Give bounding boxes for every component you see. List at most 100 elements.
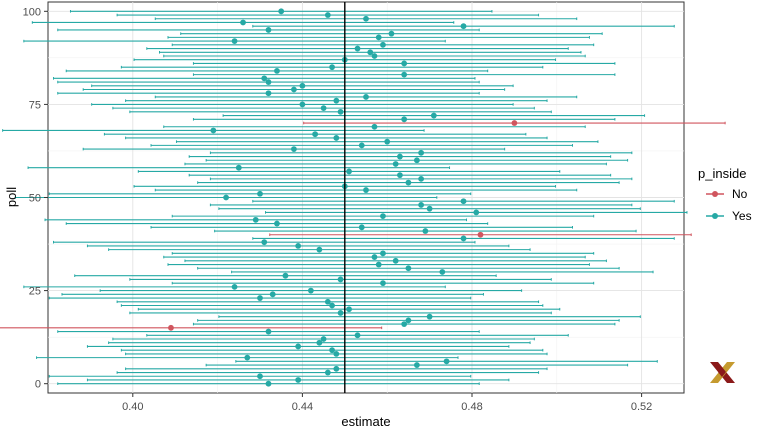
brand-x-logo — [710, 362, 735, 383]
poll-51-point — [257, 190, 263, 197]
poll-65-point — [384, 138, 391, 145]
poll-86-point — [401, 60, 408, 67]
poll-49-point — [460, 198, 467, 205]
legend-item-no: No — [706, 187, 748, 201]
legend-item-yes: Yes — [706, 209, 752, 223]
poll-42-point — [358, 224, 365, 231]
poll-7-point — [244, 354, 251, 361]
poll-21-point — [329, 302, 335, 309]
x-tick-label: 0.52 — [631, 401, 652, 413]
poll-19-point — [337, 310, 344, 316]
poll-15-point — [168, 324, 174, 331]
poll-33-point — [392, 257, 399, 264]
poll-67-point — [312, 131, 319, 138]
y-tick-label: 75 — [29, 99, 41, 111]
poll-59-point — [392, 161, 399, 167]
poll-89-point — [367, 49, 374, 56]
poll-24-point — [269, 291, 276, 298]
y-axis: 0 25 50 75 100 — [23, 6, 48, 391]
poll-47-point — [426, 205, 433, 212]
poll-1-point — [295, 377, 302, 383]
poll-29-point — [282, 272, 289, 279]
poll-28-point — [337, 276, 344, 283]
legend-label-yes: Yes — [732, 209, 752, 223]
poll-50-point — [223, 194, 229, 201]
legend-key-no-dot — [712, 191, 718, 197]
poll-77-point — [363, 94, 369, 100]
poll-46-point — [473, 209, 480, 216]
x-axis-title: estimate — [341, 414, 390, 429]
poll-75-point — [299, 101, 306, 108]
legend-title: p_inside — [698, 166, 746, 181]
poll-97-point — [240, 19, 246, 26]
x-tick-label: 0.48 — [461, 401, 482, 413]
poll-100-point — [278, 8, 285, 15]
poll-43-point — [274, 220, 280, 227]
poll-30-point — [439, 269, 446, 275]
poll-99-point — [324, 12, 331, 18]
x-tick-label: 0.40 — [122, 401, 143, 413]
poll-31-point — [405, 265, 412, 272]
poll-88-point — [371, 53, 378, 59]
poll-5-point — [413, 362, 420, 368]
poll-74-point — [320, 105, 327, 112]
poll-44-point — [252, 216, 259, 223]
poll-16-point — [401, 321, 408, 328]
poll-78-point — [265, 90, 272, 97]
y-tick-label: 25 — [29, 286, 41, 298]
poll-48-point — [418, 202, 425, 208]
poll-6-point — [443, 358, 450, 365]
poll-60-point — [413, 157, 420, 164]
poll-9-point — [329, 347, 335, 354]
y-axis-title: poll — [4, 187, 19, 207]
poll-4-point — [333, 365, 340, 372]
poll-39-point — [460, 235, 467, 242]
poll-22-point — [324, 298, 331, 305]
poll-58-point — [235, 164, 242, 171]
poll-23-point — [257, 295, 263, 301]
legend-label-no: No — [732, 187, 748, 201]
poll-98-point — [363, 15, 369, 22]
poll-96-point — [460, 23, 467, 30]
poll-14-point — [265, 328, 272, 335]
poll-54-point — [405, 179, 412, 186]
poll-3-point — [324, 369, 331, 376]
poll-72-point — [430, 112, 437, 119]
poll-64-point — [358, 142, 365, 149]
poll-52-point — [363, 187, 369, 193]
poll-94-point — [388, 30, 395, 37]
poll-11-point — [316, 339, 323, 346]
poll-83-point — [401, 71, 408, 78]
poll-35-point — [380, 250, 386, 257]
poll-85-point — [329, 64, 335, 71]
poll-92-point — [231, 38, 238, 44]
poll-68-point — [210, 127, 217, 134]
legend: p_inside No Yes — [698, 166, 752, 223]
poll-70-point — [511, 120, 518, 126]
poll-56-point — [397, 172, 403, 179]
x-tick-label: 0.44 — [292, 401, 313, 413]
poll-2-point — [257, 373, 263, 380]
poll-34-point — [371, 254, 378, 260]
y-tick-label: 50 — [29, 193, 41, 205]
poll-93-point — [375, 34, 382, 41]
legend-key-yes-dot — [712, 213, 718, 219]
poll-45-point — [380, 213, 386, 220]
poll-41-point — [422, 228, 429, 234]
poll-79-point — [291, 86, 297, 93]
poll-84-point — [274, 67, 280, 74]
poll-71-point — [401, 116, 408, 123]
y-tick-label: 0 — [35, 379, 41, 391]
poll-38-point — [261, 239, 268, 246]
poll-13-point — [354, 332, 361, 339]
poll-61-point — [397, 153, 403, 160]
poll-17-point — [405, 317, 412, 324]
poll-69-point — [371, 123, 378, 130]
poll-82-point — [261, 75, 268, 82]
poll-90-point — [354, 45, 361, 52]
poll-66-point — [333, 135, 340, 141]
poll-8-point — [333, 351, 340, 357]
poll-80-point — [299, 82, 306, 89]
poll-91-point — [380, 41, 386, 48]
